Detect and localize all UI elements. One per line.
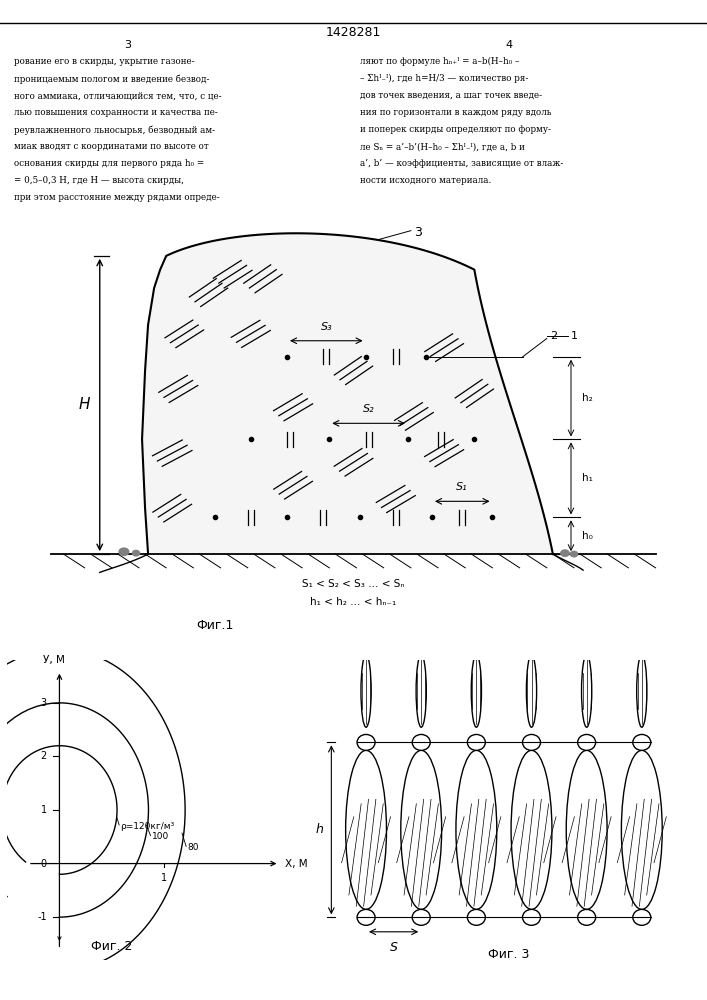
Text: Фиг. 3: Фиг. 3	[489, 948, 530, 961]
Ellipse shape	[582, 655, 592, 727]
Text: ного аммиака, отличающийся тем, что, с це-: ного аммиака, отличающийся тем, что, с ц…	[14, 91, 222, 100]
Circle shape	[357, 909, 375, 925]
Circle shape	[467, 909, 485, 925]
Text: дов точек введения, а шаг точек введе-: дов точек введения, а шаг точек введе-	[361, 91, 542, 100]
Text: 1: 1	[41, 805, 47, 815]
Text: У, М: У, М	[43, 655, 65, 665]
Text: H: H	[79, 397, 90, 412]
Text: ляют по формуле hₙ₊ᴵ = a–b(H–h₀ –: ляют по формуле hₙ₊ᴵ = a–b(H–h₀ –	[361, 57, 520, 66]
Text: 2: 2	[40, 751, 47, 761]
Text: a’, b’ — коэффициенты, зависящие от влаж-: a’, b’ — коэффициенты, зависящие от влаж…	[361, 159, 563, 168]
Text: ле Sₙ = a’–b’(H–h₀ – Σhᴵ₋ᴵ), где а, b и: ле Sₙ = a’–b’(H–h₀ – Σhᴵ₋ᴵ), где а, b и	[361, 142, 525, 151]
Text: реувлажненного льносырья, безводный ам-: реувлажненного льносырья, безводный ам-	[14, 125, 215, 135]
Ellipse shape	[621, 750, 662, 909]
Ellipse shape	[416, 655, 426, 727]
Text: 4: 4	[506, 40, 513, 50]
Text: при этом расстояние между рядами опреде-: при этом расстояние между рядами опреде-	[14, 193, 220, 202]
Text: S₃: S₃	[320, 322, 332, 332]
Text: проницаемым пологом и введение безвод-: проницаемым пологом и введение безвод-	[14, 74, 210, 84]
Text: основания скирды для первого ряда h₀ =: основания скирды для первого ряда h₀ =	[14, 159, 204, 168]
Polygon shape	[142, 233, 553, 554]
Text: 1: 1	[161, 873, 168, 883]
Circle shape	[357, 734, 375, 750]
Ellipse shape	[456, 750, 497, 909]
Text: 1428281: 1428281	[326, 26, 381, 39]
Text: h₀: h₀	[582, 531, 592, 541]
Circle shape	[522, 909, 540, 925]
Circle shape	[571, 551, 578, 557]
Text: S₁ < S₂ < S₃ … < Sₙ: S₁ < S₂ < S₃ … < Sₙ	[303, 579, 404, 589]
Text: h₁ < h₂ … < hₙ₋₁: h₁ < h₂ … < hₙ₋₁	[310, 597, 397, 607]
Text: h₂: h₂	[582, 393, 592, 403]
Circle shape	[412, 909, 430, 925]
Text: h: h	[315, 823, 323, 836]
Circle shape	[578, 734, 595, 750]
Ellipse shape	[472, 655, 481, 727]
Text: ρ=120кг/м³: ρ=120кг/м³	[120, 822, 175, 831]
Circle shape	[119, 548, 129, 555]
Ellipse shape	[511, 750, 552, 909]
Circle shape	[467, 734, 485, 750]
Text: 100: 100	[151, 832, 169, 841]
Text: Фиг. 2: Фиг. 2	[91, 940, 132, 953]
Ellipse shape	[637, 655, 647, 727]
Text: 1: 1	[571, 331, 578, 341]
Circle shape	[412, 734, 430, 750]
Circle shape	[578, 909, 595, 925]
Text: -1: -1	[37, 912, 47, 922]
Text: лью повышения сохранности и качества пе-: лью повышения сохранности и качества пе-	[14, 108, 218, 117]
Text: h₁: h₁	[582, 473, 592, 483]
Circle shape	[522, 734, 540, 750]
Text: 3: 3	[124, 40, 131, 50]
Circle shape	[633, 909, 650, 925]
Text: миак вводят с координатами по высоте от: миак вводят с координатами по высоте от	[14, 142, 209, 151]
Text: и поперек скирды определяют по форму-: и поперек скирды определяют по форму-	[361, 125, 551, 134]
Text: 3: 3	[41, 698, 47, 708]
Ellipse shape	[527, 655, 537, 727]
Text: S: S	[390, 941, 397, 954]
Text: ния по горизонтали в каждом ряду вдоль: ния по горизонтали в каждом ряду вдоль	[361, 108, 551, 117]
Ellipse shape	[346, 750, 387, 909]
Ellipse shape	[401, 750, 442, 909]
Text: 0: 0	[41, 859, 47, 869]
Circle shape	[132, 550, 139, 556]
Text: Фиг.1: Фиг.1	[196, 619, 233, 632]
Text: 3: 3	[414, 226, 422, 239]
Text: = 0,5–0,3 H, где H — высота скирды,: = 0,5–0,3 H, где H — высота скирды,	[14, 176, 184, 185]
Circle shape	[561, 550, 569, 556]
Text: S₁: S₁	[457, 482, 468, 492]
Text: S₂: S₂	[363, 404, 375, 414]
Ellipse shape	[566, 750, 607, 909]
Text: X, М: X, М	[285, 859, 308, 869]
Text: ности исходного материала.: ности исходного материала.	[361, 176, 491, 185]
Text: рование его в скирды, укрытие газоне-: рование его в скирды, укрытие газоне-	[14, 57, 194, 66]
Ellipse shape	[361, 655, 371, 727]
Text: 2: 2	[550, 331, 557, 341]
Text: 80: 80	[187, 843, 199, 852]
Text: – Σhᴵ₋ᴵ), где h=H/3 — количество ря-: – Σhᴵ₋ᴵ), где h=H/3 — количество ря-	[361, 74, 529, 83]
Circle shape	[633, 734, 650, 750]
